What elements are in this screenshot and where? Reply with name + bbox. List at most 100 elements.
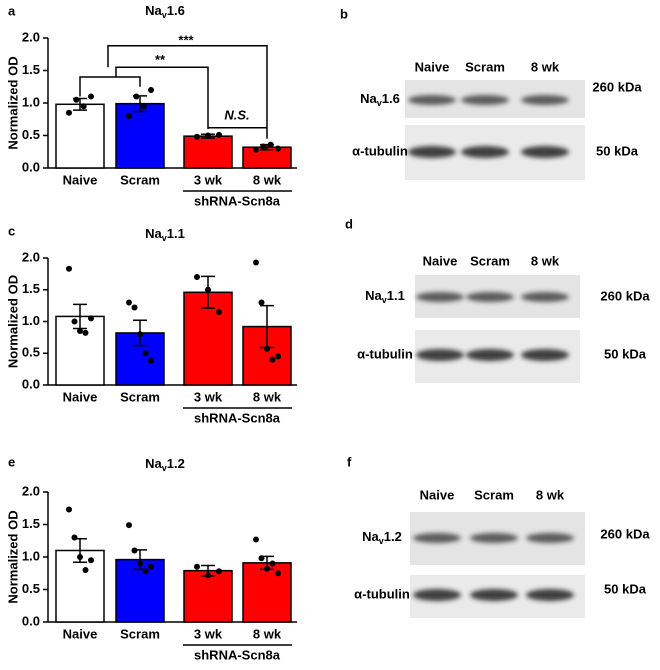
y-axis-label: Normalized OD <box>5 510 20 603</box>
lane-label: Scram <box>470 253 510 268</box>
data-point <box>88 93 94 100</box>
data-point <box>258 299 265 306</box>
data-point <box>216 131 222 138</box>
data-point <box>131 304 138 311</box>
x-tick-label: Scram <box>120 389 160 404</box>
data-point <box>264 345 270 352</box>
x-tick-label: Scram <box>120 626 160 641</box>
chart-title-sub: v <box>162 10 167 20</box>
blot-row-label-sub: v <box>379 536 384 546</box>
chart-title-base: Na <box>145 3 162 18</box>
data-point <box>194 274 200 281</box>
y-tick-label: 1.0 <box>22 548 40 563</box>
y-tick-label: 2.0 <box>22 29 40 44</box>
lane-label: Scram <box>474 487 514 502</box>
chart-title: Nav1.2 <box>145 456 185 473</box>
blot-size: 50 kDa <box>604 581 647 596</box>
y-tick-label: 0.0 <box>22 613 40 628</box>
chart-title-rest: 1.6 <box>167 3 185 18</box>
data-point <box>253 536 259 543</box>
blot-band <box>413 533 461 543</box>
y-tick-label: 2.0 <box>22 249 40 264</box>
data-point <box>148 357 154 364</box>
x-tick-label: 8 wk <box>253 626 282 641</box>
data-point <box>205 132 211 139</box>
blot-size: 50 kDa <box>596 143 639 158</box>
y-tick-label: 1.5 <box>22 62 40 77</box>
data-point <box>126 522 132 529</box>
chart-title-base: Na <box>145 456 162 471</box>
blot-row-label: Nav1.6 <box>360 91 400 108</box>
data-point <box>66 506 72 513</box>
data-point <box>82 329 89 336</box>
data-point <box>133 93 140 100</box>
data-point <box>137 560 143 567</box>
lane-label: 8 wk <box>536 487 565 502</box>
group-label: shRNA-Scn8a <box>194 193 281 208</box>
blot-row-label-base: Na <box>365 288 382 303</box>
x-tick-label: 3 wk <box>194 626 223 641</box>
blot-band <box>466 292 514 302</box>
blot-band <box>521 146 569 158</box>
y-tick-label: 0.0 <box>22 159 40 174</box>
blot-band <box>461 146 509 158</box>
bar <box>242 562 292 623</box>
y-axis-label: Normalized OD <box>5 275 20 368</box>
chart-title-rest: 1.2 <box>167 456 185 471</box>
blot-band <box>461 95 509 105</box>
x-tick-label: Naive <box>63 626 98 641</box>
chart-title: Nav1.1 <box>145 226 185 243</box>
annotation: N.S. <box>224 107 249 122</box>
data-point <box>140 103 147 110</box>
bar <box>183 569 233 623</box>
data-point <box>267 141 274 148</box>
data-point <box>253 146 259 153</box>
blot-row-label: α-tubulin <box>354 586 410 601</box>
bracket <box>107 45 268 139</box>
y-tick-label: 0.5 <box>22 345 40 360</box>
blot-row-label-base: Na <box>360 91 377 106</box>
group-label: shRNA-Scn8a <box>194 647 281 662</box>
data-point <box>253 259 259 266</box>
data-point <box>71 534 78 541</box>
blot-row-label: Nav1.1 <box>365 288 405 305</box>
bracket <box>115 66 209 129</box>
blot-band <box>466 349 514 361</box>
lane-label: 8 wk <box>531 59 560 74</box>
data-point <box>216 308 222 315</box>
data-point <box>142 350 149 357</box>
blot-band <box>408 146 456 158</box>
y-tick-label: 0.5 <box>22 581 40 596</box>
y-tick-label: 0.0 <box>22 376 40 391</box>
data-point <box>148 563 154 570</box>
blot-band <box>470 589 518 601</box>
data-point <box>148 87 154 93</box>
data-point <box>88 315 94 322</box>
data-point <box>260 143 267 150</box>
blot-size: 260 kDa <box>600 526 650 541</box>
bracket <box>79 76 141 97</box>
x-tick-label: 3 wk <box>194 172 223 187</box>
y-tick-label: 2.0 <box>22 483 40 498</box>
data-point <box>205 286 211 293</box>
chart-title: Nav1.6 <box>145 3 185 20</box>
data-point <box>269 356 276 363</box>
y-tick-label: 1.0 <box>22 94 40 109</box>
data-point <box>73 96 80 103</box>
data-point <box>131 547 138 554</box>
blot-size: 50 kDa <box>604 346 647 361</box>
data-point <box>82 567 89 573</box>
data-point <box>126 113 132 119</box>
lane-label: 8 wk <box>531 253 560 268</box>
blot-row-label-rest: 1.6 <box>382 91 400 106</box>
panel-letter: c <box>8 223 15 238</box>
y-tick-label: 1.5 <box>22 281 40 296</box>
chart-title-sub: v <box>162 233 167 243</box>
data-point <box>77 328 83 335</box>
blot-row-label: Nav1.2 <box>362 529 402 546</box>
blot-band <box>408 95 456 105</box>
panel-letter: e <box>8 454 15 469</box>
x-tick-label: Naive <box>63 389 98 404</box>
blot-row-label-sub: v <box>377 98 382 108</box>
lane-label: Naive <box>420 487 455 502</box>
